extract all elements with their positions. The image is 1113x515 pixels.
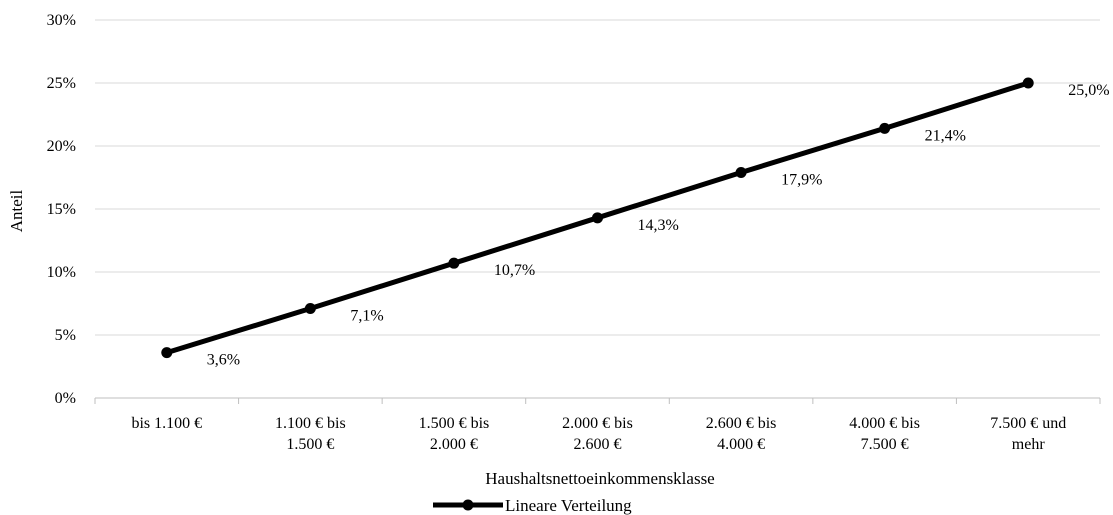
- data-point: [448, 257, 460, 269]
- legend-point-marker: [462, 499, 474, 511]
- y-tick-label: 30%: [47, 12, 76, 29]
- y-axis-title: Anteil: [7, 189, 26, 232]
- y-tick-label: 25%: [47, 75, 76, 92]
- y-tick-label: 20%: [47, 138, 76, 155]
- data-label: 21,4%: [925, 127, 966, 144]
- data-label: 10,7%: [494, 262, 535, 279]
- data-labels: 3,6% 7,1% 10,7% 14,3% 17,9% 21,4% 25,0%: [207, 82, 1110, 369]
- x-tick-label: 1.100 € bis 1.500 €: [275, 415, 346, 453]
- y-tick-label: 0%: [55, 390, 76, 407]
- data-point: [592, 212, 603, 224]
- data-point: [1022, 77, 1034, 89]
- y-tick-label: 10%: [47, 264, 76, 281]
- x-tick-label: 2.000 € bis 2.600 €: [562, 415, 633, 453]
- series-lineare-verteilung: [161, 77, 1034, 359]
- gridlines: [95, 19, 1100, 336]
- data-label: 3,6%: [207, 352, 240, 369]
- data-label: 25,0%: [1068, 82, 1109, 99]
- y-tick-label: 15%: [47, 201, 76, 218]
- x-axis-title: Haushaltsnettoeinkommensklasse: [485, 469, 714, 488]
- x-tick-label: 2.600 € bis 4.000 €: [706, 415, 777, 453]
- x-tick-label: 4.000 € bis 7.500 €: [849, 415, 920, 453]
- data-point: [304, 303, 316, 315]
- legend-label: Lineare Verteilung: [505, 496, 632, 515]
- data-point: [161, 347, 173, 359]
- x-tick-label: bis 1.100 €: [131, 415, 202, 432]
- data-label: 7,1%: [350, 308, 383, 325]
- data-label: 17,9%: [781, 171, 822, 188]
- data-point: [879, 122, 891, 134]
- x-tick-label: 1.500 € bis 2.000 €: [419, 415, 490, 453]
- data-point: [735, 166, 747, 178]
- x-axis: bis 1.100 € 1.100 € bis 1.500 € 1.500 € bis…: [94, 397, 1101, 453]
- x-tick-label: 7.500 € und mehr: [990, 415, 1066, 453]
- legend: Lineare Verteilung: [433, 496, 632, 515]
- y-axis-ticks: 0% 5% 10% 15% 20% 25% 30%: [47, 12, 76, 407]
- y-tick-label: 5%: [55, 327, 76, 344]
- data-label: 14,3%: [638, 217, 679, 234]
